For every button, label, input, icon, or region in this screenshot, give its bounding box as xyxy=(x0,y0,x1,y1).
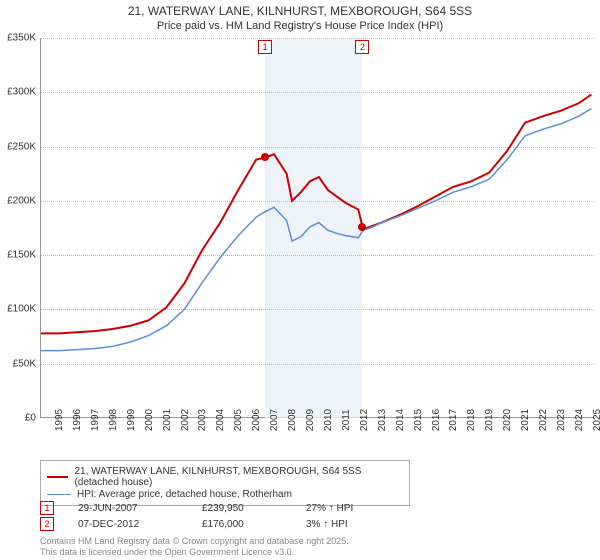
y-tick-label: £200K xyxy=(7,195,36,206)
y-tick-label: £150K xyxy=(7,250,36,261)
series-line xyxy=(41,109,591,351)
transaction-marker: 2 xyxy=(355,40,369,54)
transaction-table: 1 29-JUN-2007 £239,950 27% ↑ HPI 2 07-DEC-201… xyxy=(40,500,353,532)
chart-area: 12 £0£50K£100K£150K£200K£250K£300K£350K … xyxy=(40,38,594,438)
x-tick-label: 2025 xyxy=(578,409,600,431)
y-tick-label: £350K xyxy=(7,33,36,44)
chart-subtitle: Price paid vs. HM Land Registry's House … xyxy=(0,20,600,32)
legend-item: 21, WATERWAY LANE, KILNHURST, MEXBOROUGH… xyxy=(47,466,403,488)
transaction-dot xyxy=(358,223,366,231)
transaction-date: 29-JUN-2007 xyxy=(78,503,178,514)
chart-title: 21, WATERWAY LANE, KILNHURST, MEXBOROUGH… xyxy=(0,0,600,20)
attribution-line: Contains HM Land Registry data © Crown c… xyxy=(40,536,349,547)
y-tick-label: £100K xyxy=(7,304,36,315)
transaction-price: £239,950 xyxy=(202,503,282,514)
transaction-dot xyxy=(261,153,269,161)
series-line xyxy=(41,94,591,333)
transaction-price: £176,000 xyxy=(202,519,282,530)
transaction-date: 07-DEC-2012 xyxy=(78,519,178,530)
transaction-delta: 3% ↑ HPI xyxy=(306,519,348,530)
transaction-number-box: 2 xyxy=(40,517,54,531)
transaction-number-box: 1 xyxy=(40,501,54,515)
y-tick-label: £0 xyxy=(25,413,36,424)
legend-swatch xyxy=(47,476,68,478)
y-tick-label: £250K xyxy=(7,141,36,152)
legend-swatch xyxy=(47,494,71,495)
transaction-delta: 27% ↑ HPI xyxy=(306,503,353,514)
legend-label: HPI: Average price, detached house, Roth… xyxy=(77,489,292,500)
table-row: 1 29-JUN-2007 £239,950 27% ↑ HPI xyxy=(40,500,353,516)
table-row: 2 07-DEC-2012 £176,000 3% ↑ HPI xyxy=(40,516,353,532)
line-series-svg xyxy=(41,38,595,418)
attribution-line: This data is licensed under the Open Gov… xyxy=(40,547,349,558)
legend-item: HPI: Average price, detached house, Roth… xyxy=(47,489,403,500)
attribution-text: Contains HM Land Registry data © Crown c… xyxy=(40,536,349,558)
transaction-marker: 1 xyxy=(258,40,272,54)
y-tick-label: £300K xyxy=(7,87,36,98)
plot-region: 12 xyxy=(40,38,594,418)
legend-label: 21, WATERWAY LANE, KILNHURST, MEXBOROUGH… xyxy=(74,466,403,488)
y-tick-label: £50K xyxy=(13,358,36,369)
chart-container: 21, WATERWAY LANE, KILNHURST, MEXBOROUGH… xyxy=(0,0,600,560)
